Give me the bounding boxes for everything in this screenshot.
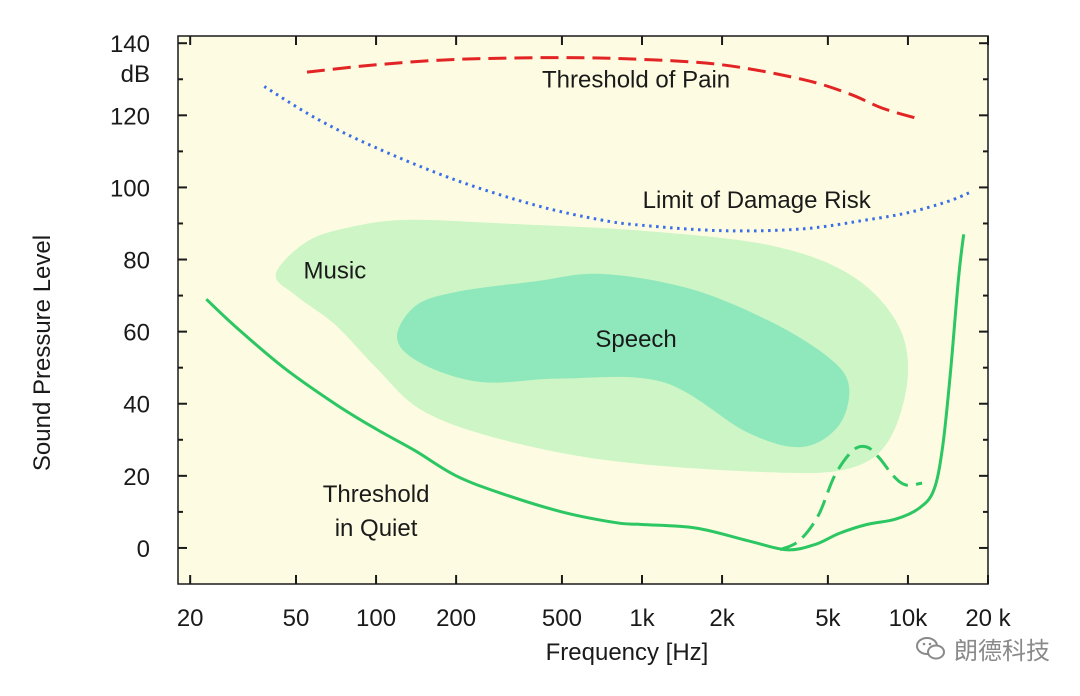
- y-tick-label: 60: [123, 320, 150, 347]
- series-limit-of-damage-risk: [263, 85, 970, 233]
- x-tick-label: 20: [177, 605, 204, 632]
- x-tick-label: 2k: [709, 605, 735, 632]
- annotation-limit-of-damage-risk: Limit of Damage Risk: [643, 187, 872, 214]
- x-tick-label: 100: [356, 605, 396, 632]
- y-tick-label: 0: [137, 536, 150, 563]
- y-axis-title: Sound Pressure Level: [29, 235, 56, 471]
- annotation-speech: Speech: [595, 326, 676, 353]
- y-tick-label: 120: [110, 103, 150, 130]
- x-tick-label: 500: [542, 605, 582, 632]
- wechat-icon: [916, 636, 945, 659]
- x-tick-label: 200: [436, 605, 476, 632]
- annotation-threshold-of-pain: Threshold of Pain: [542, 66, 730, 93]
- annotation-threshold: Threshold: [323, 481, 430, 508]
- y-tick-label: 140: [110, 31, 150, 58]
- y-tick-label: 100: [110, 175, 150, 202]
- series-threshold-in-quiet-variant: [779, 444, 923, 552]
- regions-layer: [275, 219, 909, 474]
- x-tick-label: 1k: [629, 605, 655, 632]
- annotation-music: Music: [304, 257, 367, 284]
- x-axis-title: Frequency [Hz]: [546, 639, 709, 666]
- watermark-text: 朗德科技: [954, 637, 1050, 665]
- series-layer: [205, 56, 970, 552]
- series-threshold-of-pain: [306, 56, 920, 121]
- y-tick-label: 20: [123, 464, 150, 491]
- axis-layer: 0 20 40 60 80 100 120 140 20 50 100 200 500 1k 2k 5k 10k…: [110, 31, 1012, 632]
- region-speech: [396, 273, 850, 448]
- y-unit-label: dB: [121, 61, 150, 88]
- x-tick-label: 20 k: [965, 605, 1011, 632]
- annotation-in-quiet: in Quiet: [335, 515, 418, 542]
- watermark: 朗德科技: [916, 631, 1050, 666]
- x-tick-label: 10k: [889, 605, 929, 632]
- y-tick-label: 40: [123, 392, 150, 419]
- x-tick-label: 50: [283, 605, 310, 632]
- series-threshold-in-quiet: [205, 234, 966, 552]
- annotation-layer: Threshold of Pain Limit of Damage Risk Mus…: [304, 66, 872, 542]
- x-tick-label: 5k: [815, 605, 841, 632]
- y-tick-label: 80: [123, 248, 150, 275]
